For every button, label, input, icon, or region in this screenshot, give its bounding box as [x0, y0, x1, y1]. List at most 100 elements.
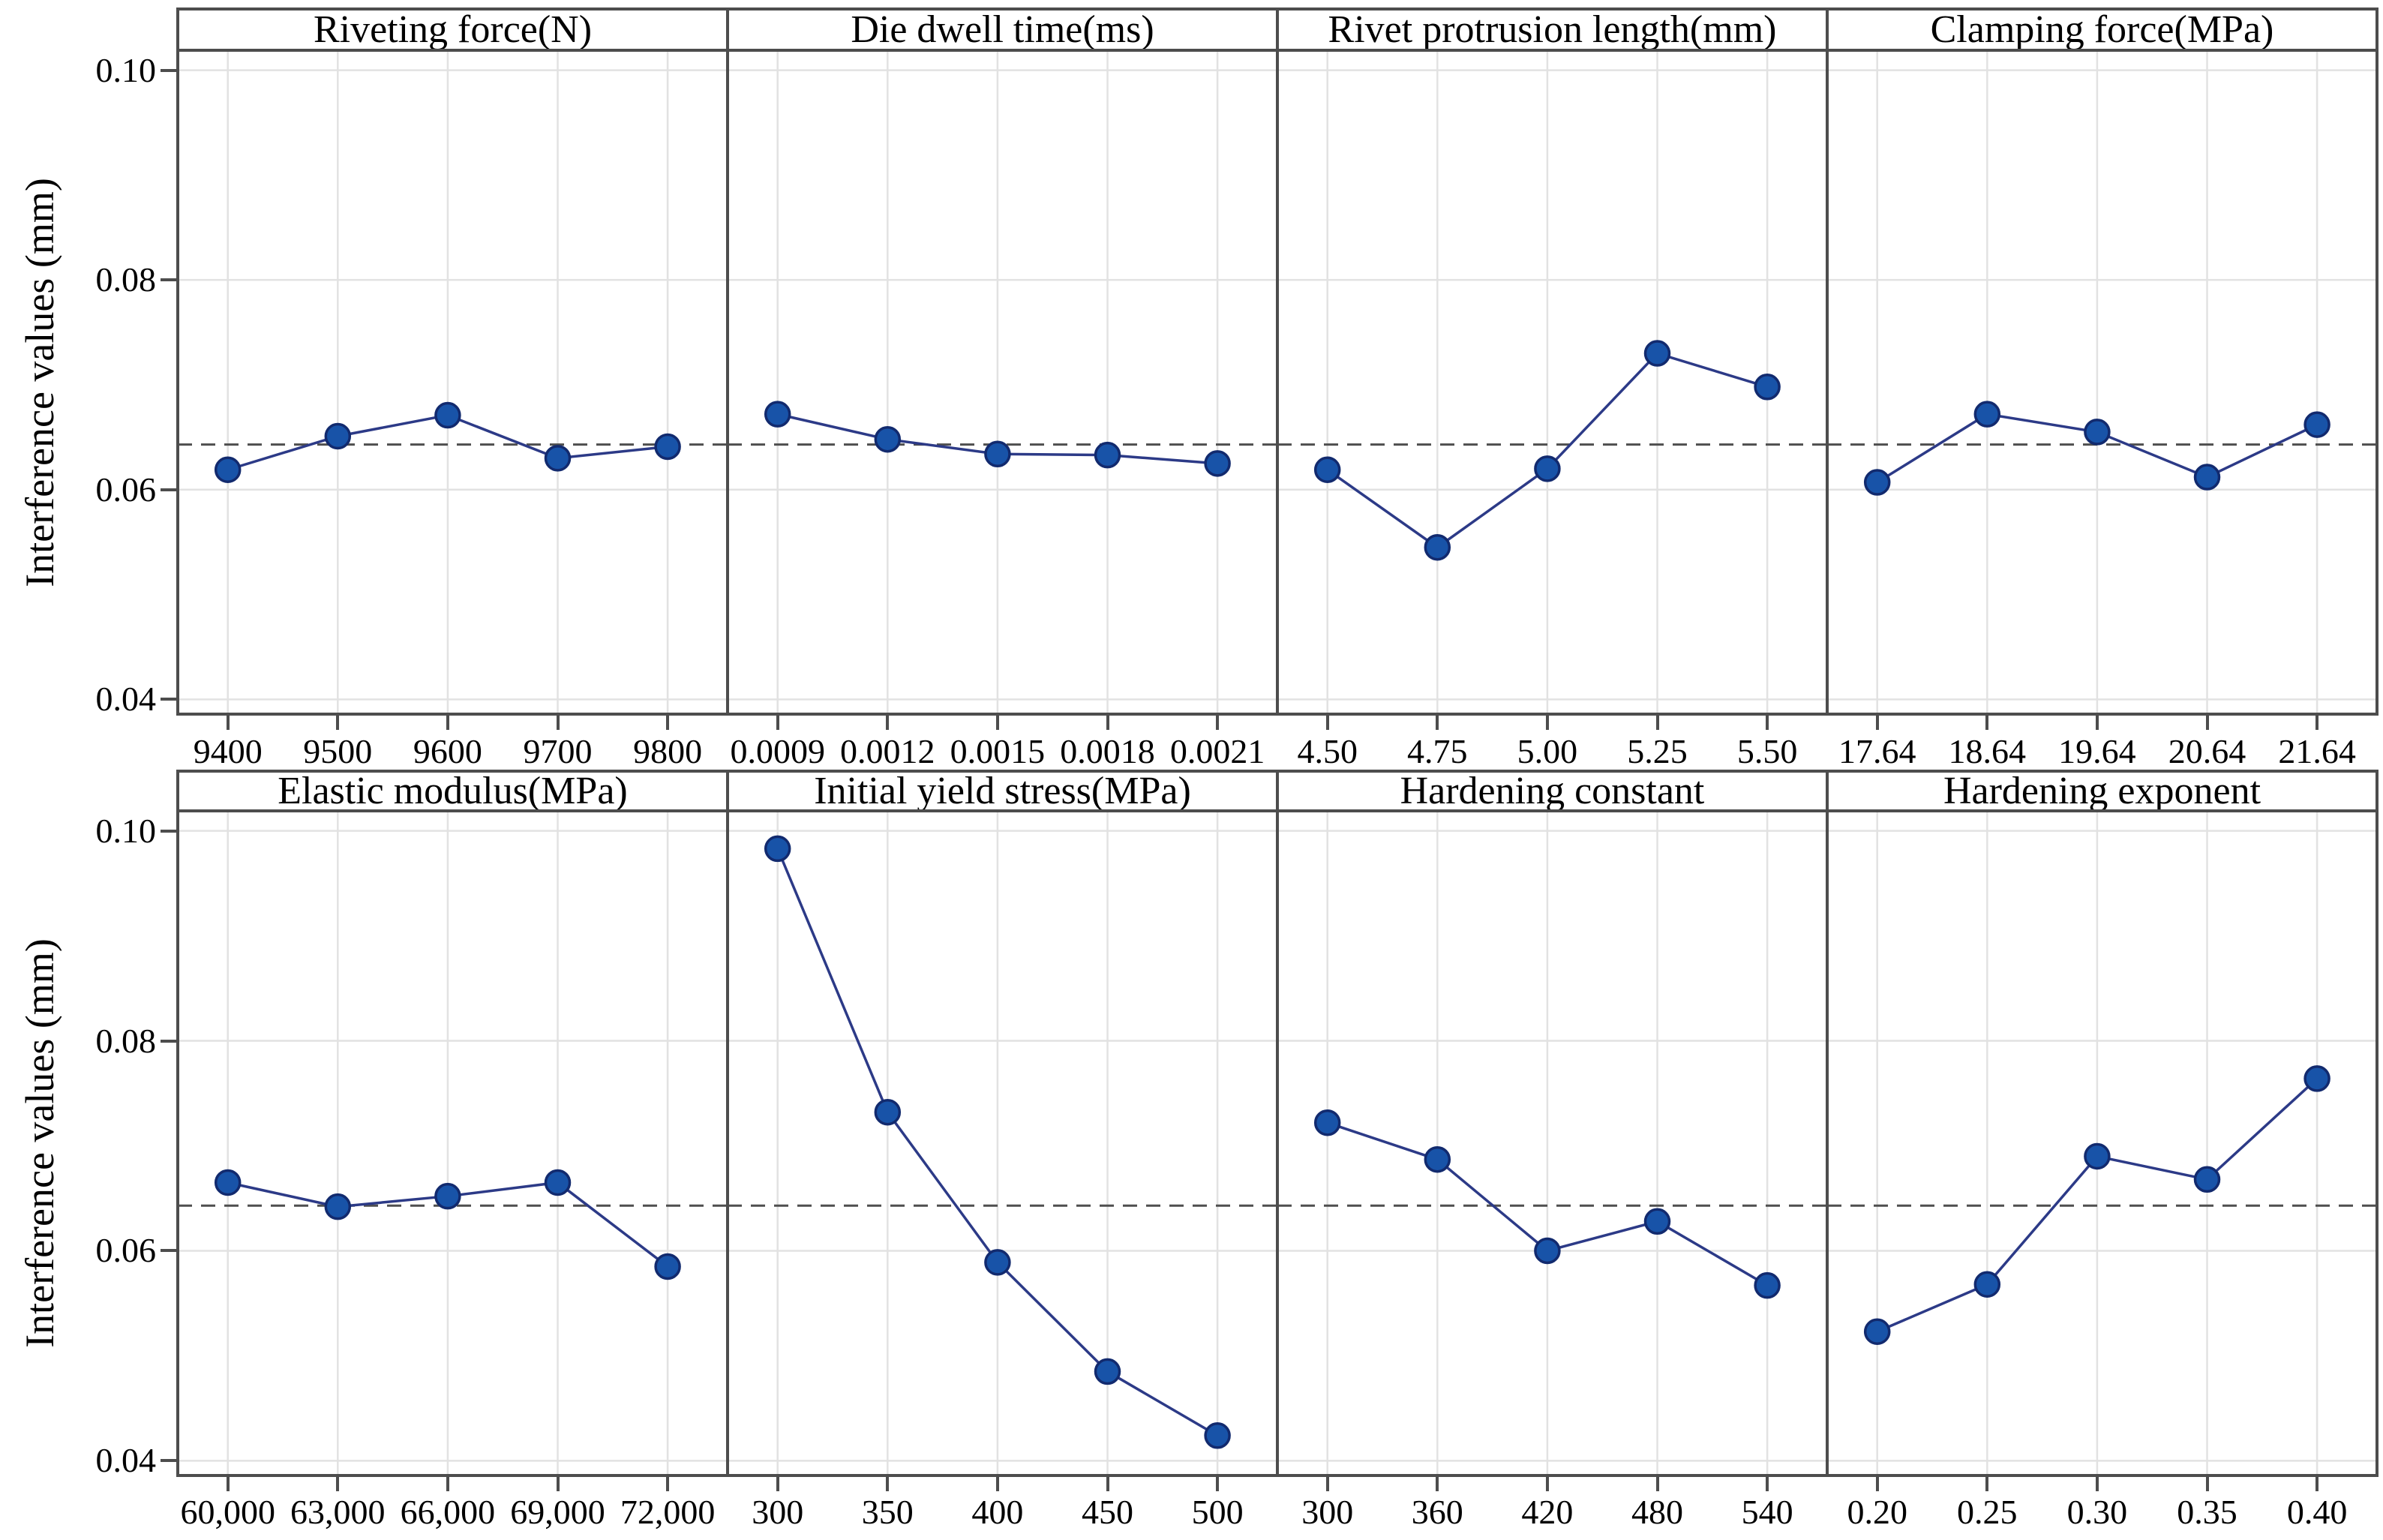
data-point-marker	[2193, 1166, 2221, 1193]
y-tick-mark	[161, 68, 178, 72]
x-tick-mark	[2095, 716, 2099, 730]
x-tick-mark	[2205, 716, 2209, 730]
x-tick-label: 540	[1741, 1493, 1793, 1531]
data-point-marker	[214, 456, 242, 483]
data-point-marker	[2084, 419, 2111, 446]
x-tick-mark	[1875, 716, 1879, 730]
data-point-marker	[764, 835, 791, 863]
x-tick-label: 60,000	[180, 1493, 275, 1531]
x-tick-mark	[1436, 1477, 1439, 1491]
x-tick-label: 9800	[633, 732, 703, 770]
data-point-marker	[1754, 1271, 1781, 1299]
data-point-marker	[1204, 450, 1231, 477]
data-point-marker	[1424, 1145, 1451, 1173]
x-tick-mark	[556, 1477, 560, 1491]
data-point-marker	[654, 1253, 681, 1280]
data-point-marker	[324, 1193, 352, 1220]
x-tick-label: 350	[861, 1493, 914, 1531]
x-tick-label: 21.64	[2278, 732, 2356, 770]
x-tick-mark	[1325, 716, 1329, 730]
y-tick-mark	[161, 1039, 178, 1043]
x-tick-mark	[1985, 716, 1989, 730]
x-tick-label: 9500	[303, 732, 373, 770]
x-tick-mark	[336, 1477, 340, 1491]
x-tick-mark	[1545, 716, 1549, 730]
data-point-marker	[2303, 411, 2330, 438]
panel-title: Die dwell time(ms)	[728, 8, 1277, 51]
x-tick-label: 360	[1411, 1493, 1463, 1531]
panel-vertical-border	[1826, 770, 1829, 1477]
x-tick-label: 4.75	[1407, 732, 1468, 770]
x-tick-label: 400	[971, 1493, 1024, 1531]
x-tick-mark	[556, 716, 560, 730]
data-point-marker	[1643, 340, 1671, 367]
x-tick-label: 0.0012	[840, 732, 935, 770]
data-point-marker	[1094, 1358, 1121, 1385]
data-point-marker	[1754, 374, 1781, 401]
x-tick-mark	[226, 716, 230, 730]
x-tick-label: 4.50	[1297, 732, 1358, 770]
x-tick-mark	[776, 716, 779, 730]
panel-plot-area	[178, 50, 728, 714]
panel-plot-area	[1827, 50, 2377, 714]
data-point-marker	[1424, 533, 1451, 561]
data-point-marker	[764, 401, 791, 428]
x-tick-mark	[1106, 1477, 1109, 1491]
x-tick-label: 5.25	[1627, 732, 1688, 770]
x-tick-mark	[2205, 1477, 2209, 1491]
y-axis-title-text: Interference values (mm)	[17, 938, 63, 1348]
data-point-marker	[2193, 464, 2221, 491]
data-point-marker	[1643, 1208, 1671, 1235]
x-tick-mark	[1766, 1477, 1769, 1491]
x-tick-label: 0.20	[1847, 1493, 1907, 1531]
panel-plot-area	[1827, 811, 2377, 1475]
panel-plot-area	[1277, 811, 1827, 1475]
panel-title: Hardening exponent	[1827, 770, 2377, 812]
y-tick-label: 0.04	[95, 1441, 157, 1480]
data-point-marker	[544, 1169, 572, 1196]
x-tick-label: 300	[752, 1493, 804, 1531]
data-point-marker	[1313, 1109, 1341, 1136]
x-tick-label: 18.64	[1948, 732, 2027, 770]
panel-vertical-border	[176, 770, 179, 1477]
x-tick-mark	[1216, 716, 1220, 730]
y-axis-title: Interference values (mm)	[8, 811, 72, 1475]
data-point-marker	[1534, 1237, 1561, 1265]
x-tick-label: 9400	[193, 732, 263, 770]
x-tick-label: 63,000	[290, 1493, 386, 1531]
panel-title: Elastic modulus(MPa)	[178, 770, 728, 812]
panel-plot-area	[178, 811, 728, 1475]
data-point-marker	[1094, 441, 1121, 469]
x-tick-label: 9700	[523, 732, 593, 770]
y-tick-label: 0.06	[95, 470, 157, 509]
x-tick-mark	[2315, 716, 2319, 730]
data-point-marker	[654, 433, 681, 461]
y-tick-label: 0.10	[95, 50, 157, 89]
x-tick-mark	[886, 1477, 890, 1491]
x-tick-label: 19.64	[2058, 732, 2136, 770]
x-tick-label: 0.40	[2286, 1493, 2348, 1531]
data-point-marker	[1534, 455, 1561, 482]
panel-title: Clamping force(MPa)	[1827, 8, 2377, 51]
data-point-marker	[984, 1249, 1011, 1276]
y-tick-label: 0.08	[95, 1021, 157, 1060]
panel-title: Riveting force(N)	[178, 8, 728, 51]
data-point-marker	[1973, 1271, 2001, 1298]
x-tick-mark	[886, 716, 890, 730]
x-tick-mark	[995, 716, 999, 730]
y-tick-mark	[161, 698, 178, 701]
y-axis-title: Interference values (mm)	[8, 50, 72, 714]
data-point-marker	[2303, 1065, 2330, 1092]
x-tick-label: 0.0021	[1169, 732, 1265, 770]
data-point-marker	[874, 1098, 902, 1126]
y-tick-label: 0.10	[95, 811, 157, 850]
y-tick-label: 0.08	[95, 260, 157, 299]
x-tick-label: 5.50	[1736, 732, 1798, 770]
x-tick-mark	[776, 1477, 779, 1491]
panel-title: Rivet protrusion length(mm)	[1277, 8, 1827, 51]
x-tick-label: 69,000	[510, 1493, 605, 1531]
panel-plot-area	[728, 50, 1277, 714]
x-tick-label: 17.64	[1838, 732, 1916, 770]
panel-vertical-border	[2375, 770, 2378, 1477]
